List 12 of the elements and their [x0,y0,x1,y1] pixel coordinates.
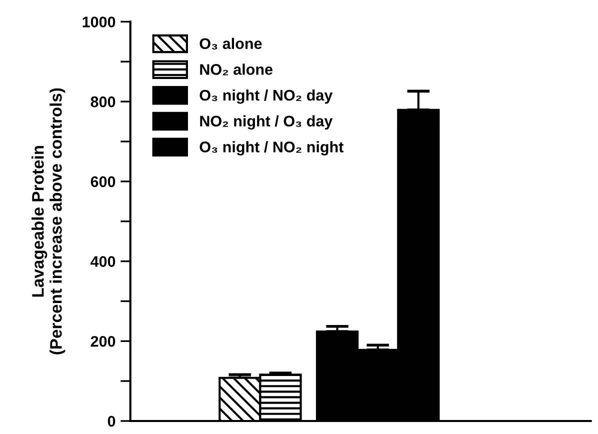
y-tick-label: 1000 [82,16,116,28]
y-tick-label: 600 [90,176,116,188]
y-tick-label: 800 [90,96,116,108]
legend-label: O₃ night / NO₂ night [200,141,344,156]
y-tick-label: 400 [90,256,116,267]
y-tick-label: 200 [90,336,116,347]
y-axis-title: Lavageable Protein (Percent increase above controls) [32,88,66,354]
y-tick-label: 0 [108,416,116,427]
legend-label: O₃ night / NO₂ day [200,89,333,104]
legend-label: NO₂ alone [200,64,272,76]
legend-label: NO₂ night / O₃ day [200,115,333,130]
legend-label: O₃ alone [200,38,262,50]
